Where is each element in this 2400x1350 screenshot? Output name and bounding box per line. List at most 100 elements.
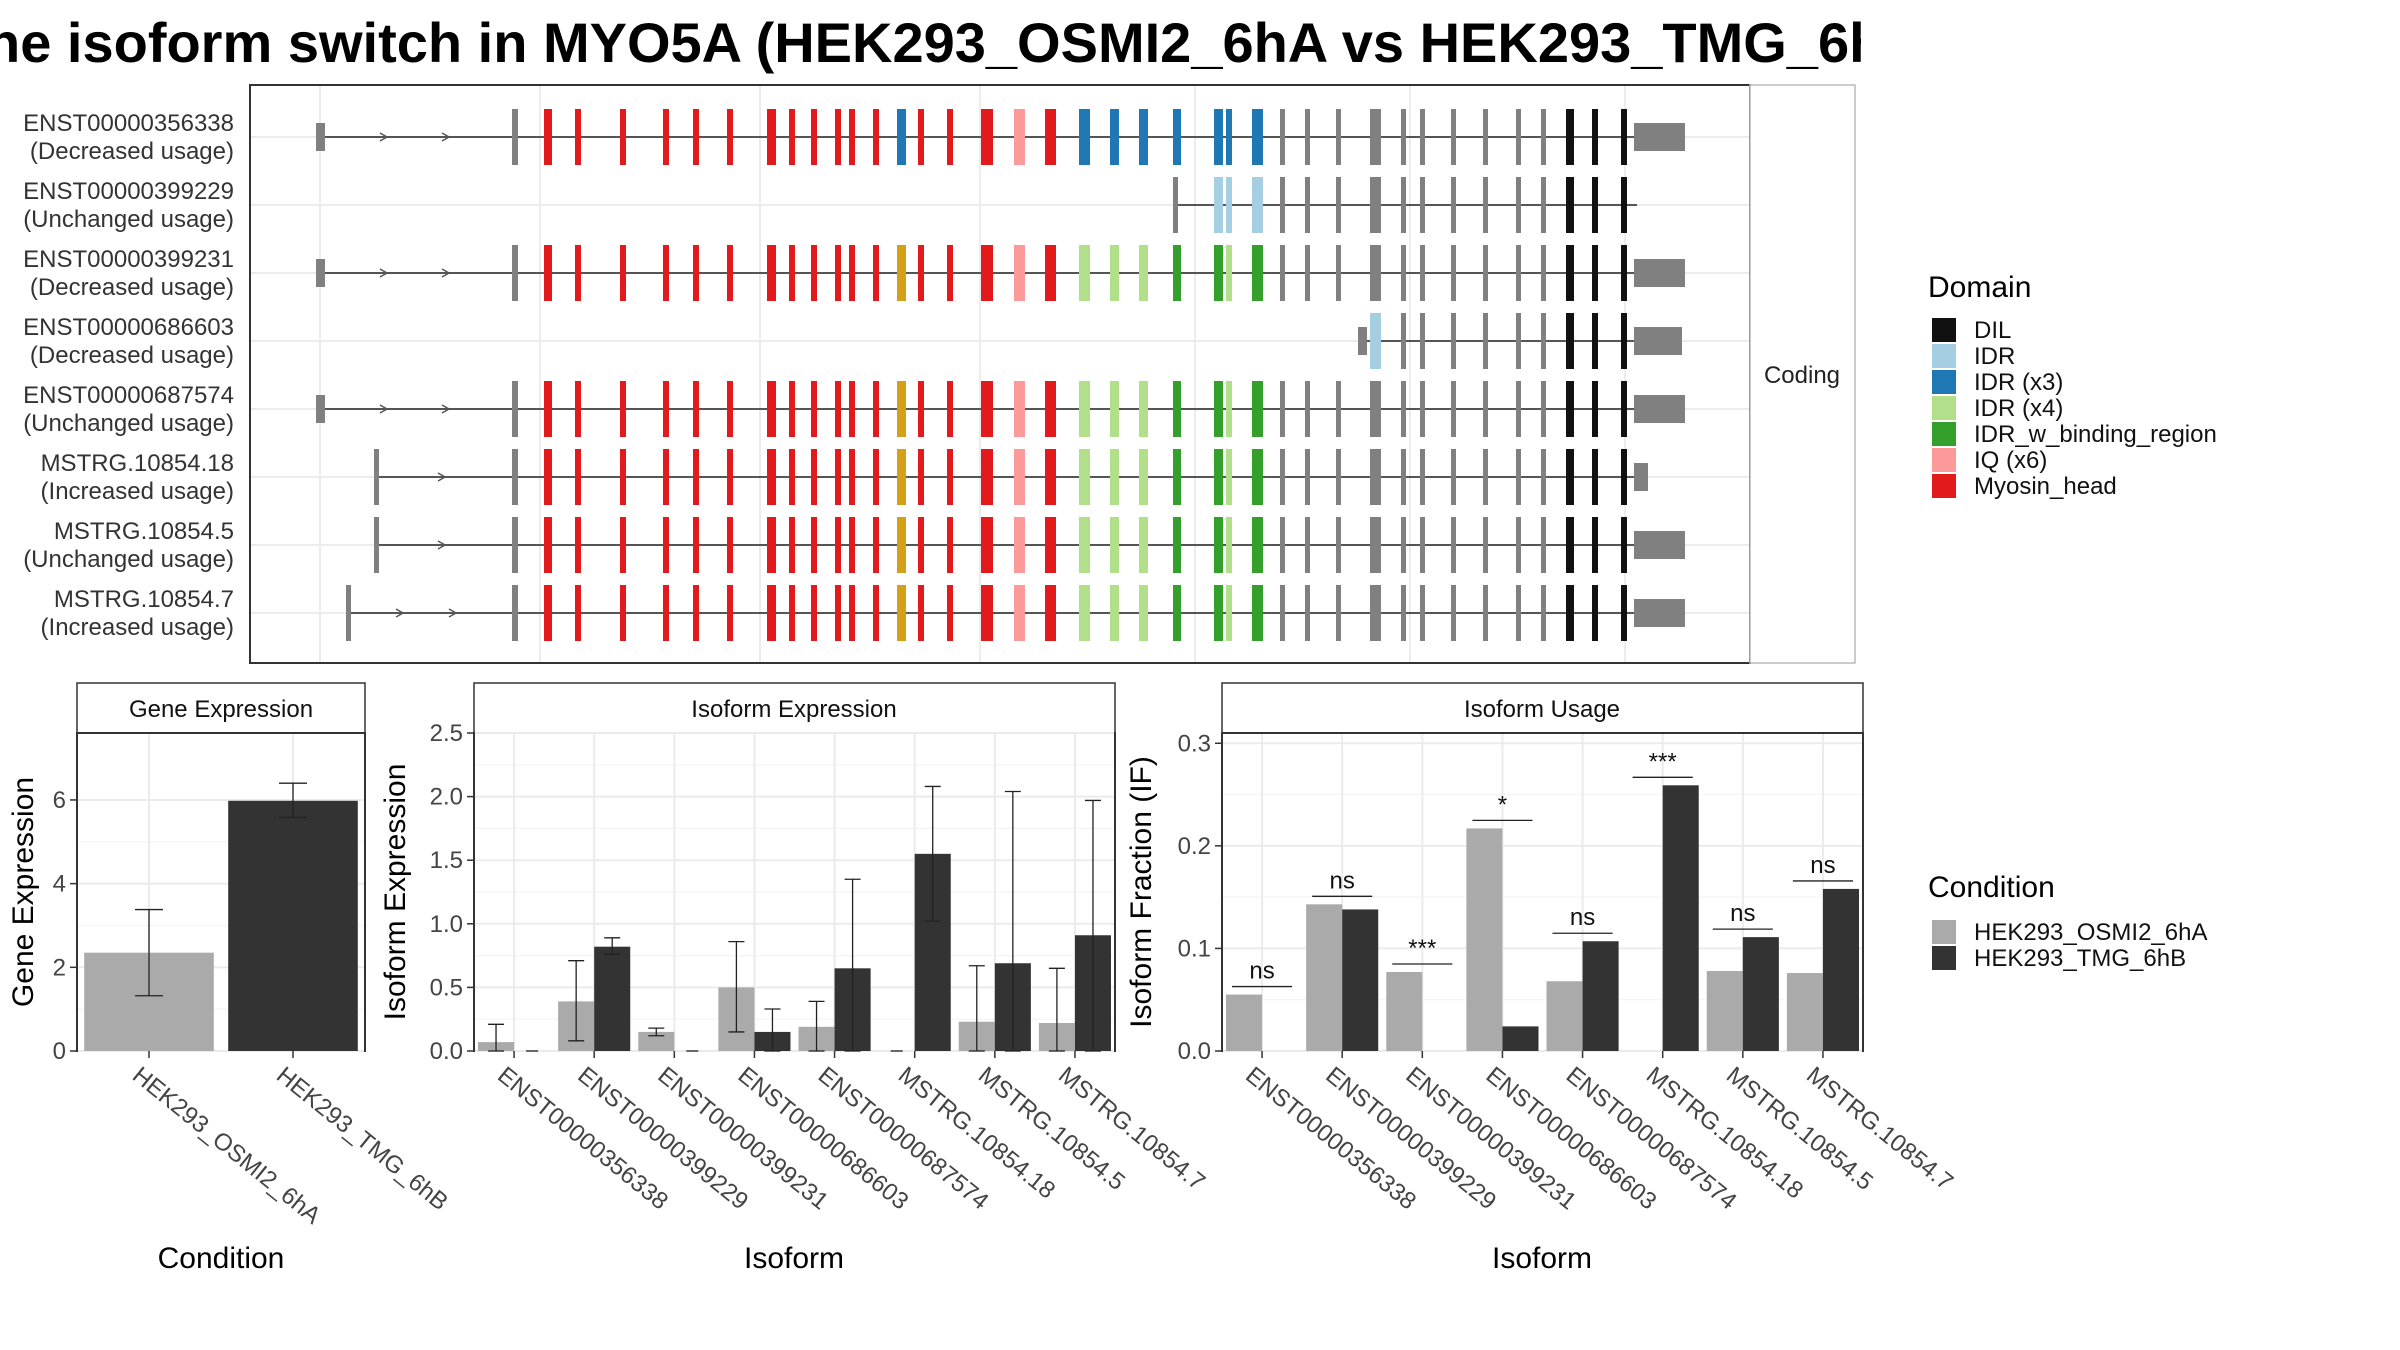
exon [1592, 585, 1598, 641]
exon [727, 585, 733, 641]
exon [1401, 449, 1406, 505]
exon [897, 517, 906, 573]
isoform-tracks [316, 109, 1685, 641]
isoform-track [1358, 313, 1682, 369]
isoform-expression-xlabel: Isoform [744, 1242, 844, 1275]
gene-expression-ylabel: Gene Expression [7, 777, 40, 1007]
exon [316, 395, 325, 423]
direction-arrow [441, 404, 451, 414]
exon [1110, 109, 1119, 165]
isoform-usage-bar [1822, 888, 1859, 1051]
exon [1014, 585, 1025, 641]
y-tick-label: 2.5 [430, 720, 463, 747]
exon [693, 449, 699, 505]
exon [1139, 109, 1148, 165]
exon [1280, 381, 1285, 437]
exon [981, 109, 993, 165]
exon [693, 109, 699, 165]
exon [1451, 517, 1456, 573]
domain-legend-swatch [1932, 344, 1956, 368]
y-tick-label: 2 [53, 954, 66, 981]
exon [727, 517, 733, 573]
exon [512, 449, 518, 505]
exon [1014, 517, 1025, 573]
isoform-label-id: ENST00000686603 [23, 314, 234, 341]
isoform-label-id: MSTRG.10854.18 [41, 450, 234, 477]
exon [1079, 109, 1090, 165]
exon [849, 585, 855, 641]
exon [1621, 245, 1627, 301]
exon [835, 245, 841, 301]
exon [811, 517, 817, 573]
exon [346, 585, 351, 641]
exon [1226, 177, 1232, 233]
exon [1621, 177, 1627, 233]
structure-panel: Coding ENST00000356338(Decreased usage)E… [23, 84, 1856, 664]
y-tick-label: 1.0 [430, 911, 463, 938]
domain-legend-title: Domain [1928, 271, 2031, 304]
exon [1592, 109, 1598, 165]
exon [575, 585, 581, 641]
exon [512, 381, 518, 437]
exon [727, 449, 733, 505]
isoform-expression-panel: Isoform Expression 0.00.51.01.52.02.5 EN… [379, 682, 1210, 1275]
exon [947, 109, 953, 165]
exon [789, 585, 795, 641]
exon [663, 381, 669, 437]
exon [1451, 109, 1456, 165]
exon [947, 449, 953, 505]
exon [1305, 109, 1310, 165]
exon [544, 449, 552, 505]
direction-arrow [395, 608, 405, 618]
isoform-track [316, 245, 1685, 301]
exon [1214, 245, 1223, 301]
significance-label: ns [1810, 852, 1835, 879]
isoform-usage-strip-title: Isoform Usage [1464, 696, 1620, 723]
exon [1541, 313, 1546, 369]
exon [1214, 585, 1223, 641]
exon [663, 109, 669, 165]
exon [897, 109, 906, 165]
significance-label: *** [1649, 748, 1677, 775]
domain-legend-label: IQ (x6) [1974, 447, 2047, 474]
exon [512, 109, 518, 165]
exon [1541, 381, 1546, 437]
isoform-label-usage: (Unchanged usage) [23, 206, 234, 233]
exon [1173, 449, 1181, 505]
exon [1370, 245, 1381, 301]
exon [512, 517, 518, 573]
exon [918, 381, 924, 437]
isoform-label-usage: (Increased usage) [41, 478, 234, 505]
exon [1401, 245, 1406, 301]
gene-expression-xlabel: Condition [158, 1242, 285, 1275]
exon [575, 245, 581, 301]
domain-legend-label: DIL [1974, 317, 2011, 344]
exon [789, 449, 795, 505]
exon [1173, 585, 1181, 641]
exon [575, 381, 581, 437]
domain-legend-label: IDR [1974, 343, 2015, 370]
isoform-expression-strip-title: Isoform Expression [691, 696, 896, 723]
exon [1401, 313, 1406, 369]
domain-legend-label: IDR_w_binding_region [1974, 421, 2217, 448]
domain-legend-label: Myosin_head [1974, 473, 2117, 500]
exon [849, 449, 855, 505]
isoform-usage-bar [1502, 1026, 1539, 1051]
exon [1139, 381, 1148, 437]
exon-utr [1634, 463, 1648, 491]
exon [918, 245, 924, 301]
exon [1420, 109, 1425, 165]
exon [1451, 585, 1456, 641]
exon [1483, 313, 1488, 369]
exon [1045, 381, 1056, 437]
exon [316, 259, 325, 287]
exon [981, 585, 993, 641]
exon [1079, 517, 1090, 573]
isoform-usage-bar [1466, 828, 1503, 1051]
exon [693, 381, 699, 437]
exon [1305, 585, 1310, 641]
exon [693, 585, 699, 641]
isoform-expression-bar [638, 1031, 675, 1051]
exon [1358, 327, 1367, 355]
